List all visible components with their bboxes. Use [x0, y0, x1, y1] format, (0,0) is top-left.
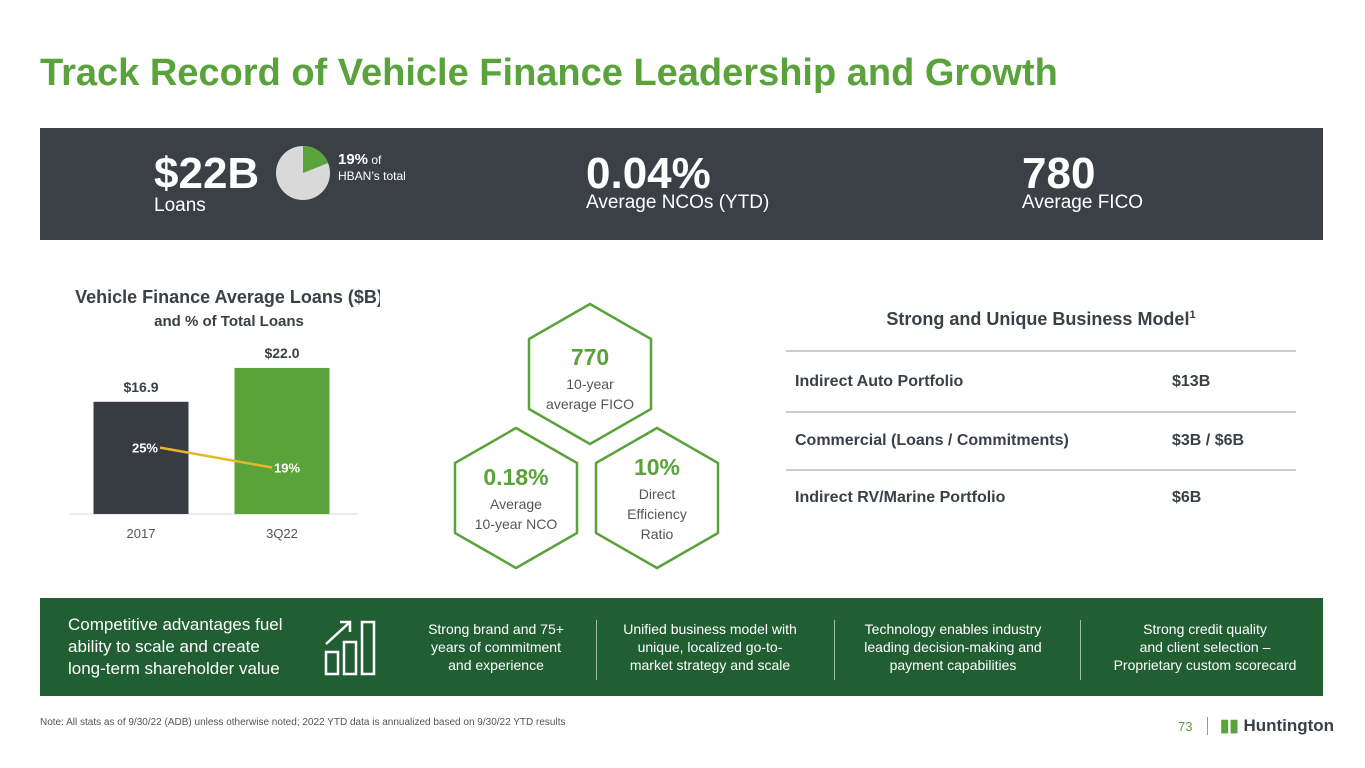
rule — [786, 469, 1296, 471]
line: Ratio — [640, 526, 674, 542]
line: unique, localized go-to- — [637, 639, 783, 655]
line: long-term shareholder value — [68, 659, 280, 678]
stat-value: 780 — [1022, 149, 1096, 198]
line: average FICO — [546, 396, 634, 412]
separator — [1207, 717, 1208, 735]
value-label: $16.9 — [123, 379, 158, 395]
stat-value: $22B — [154, 149, 260, 198]
hexagon-label: 10-year average FICO — [520, 374, 660, 414]
bar — [93, 401, 189, 514]
slide-title: Track Record of Vehicle Finance Leadersh… — [40, 52, 1058, 94]
advantage: Strong brand and 75+ years of commitment a… — [405, 620, 587, 674]
hexagon-label: Average 10-year NCO — [446, 494, 586, 534]
hexagon-label: Direct Efficiency Ratio — [587, 484, 727, 544]
line: years of commitment — [431, 639, 561, 655]
pie — [276, 146, 330, 200]
line: Average — [490, 496, 542, 512]
pie-label: 19% — [338, 151, 369, 168]
x-tick-label: 2017 — [127, 526, 156, 541]
hexagon — [594, 426, 720, 570]
line: market strategy and scale — [629, 657, 791, 673]
divider — [834, 620, 835, 680]
growth-icon — [324, 620, 376, 676]
line: Strong credit quality — [1143, 621, 1267, 637]
stat-label: Average FICO — [1022, 192, 1144, 213]
hexagon-value: 770 — [570, 344, 610, 370]
line-label: 25% — [132, 441, 158, 456]
table-cell: $3B / $6B — [1172, 432, 1245, 449]
table-title: Strong and Unique Business Model1 — [786, 309, 1296, 330]
table-cell: Commercial (Loans / Commitments) — [795, 432, 1069, 449]
pie-caption: 19% of HBAN’s total — [338, 152, 406, 184]
line: 10-year — [566, 376, 614, 392]
advantages-bar: Competitive advantages fuel ability to sc… — [40, 598, 1323, 696]
advantage: Technology enables industry leading decis… — [842, 620, 1064, 674]
hexagon-value: 0.18% — [483, 464, 549, 490]
hexagon — [527, 302, 653, 446]
line: payment capabilities — [889, 657, 1017, 673]
divider — [596, 620, 597, 680]
pie-caption-text: HBAN’s total — [338, 169, 406, 183]
footnote: Note: All stats as of 9/30/22 (ADB) unle… — [40, 717, 566, 728]
page-number: 73 — [1178, 719, 1193, 734]
table-title-text: Strong and Unique Business Model — [886, 309, 1190, 329]
pie-slice — [303, 146, 329, 173]
x-tick-label: 3Q22 — [266, 526, 298, 541]
logo: ▮▮ Huntington — [1220, 716, 1335, 735]
chart-subtitle: and % of Total Loans — [154, 313, 304, 330]
line: Unified business model with — [623, 621, 797, 637]
advantages-lead: Competitive advantages fuel ability to sc… — [68, 614, 283, 680]
table-cell: $6B — [1172, 489, 1202, 506]
line: Strong brand and 75+ — [428, 621, 564, 637]
rule — [786, 411, 1296, 413]
chart-title: Vehicle Finance Average Loans ($B) — [75, 287, 380, 307]
line: and client selection – — [1139, 639, 1271, 655]
line: Efficiency — [627, 506, 687, 522]
line: Direct — [638, 486, 676, 502]
banner: $22B Loans 19% of HBAN’s total 0.04% Ave… — [40, 128, 1323, 240]
table-cell: $13B — [1172, 373, 1211, 390]
stat-value: 0.04% — [586, 149, 711, 198]
line: Proprietary custom scorecard — [1113, 657, 1297, 673]
line-label: 19% — [274, 461, 300, 476]
footnote-mark: 1 — [1189, 309, 1196, 321]
line: ability to scale and create — [68, 637, 260, 656]
pie-suffix: of — [371, 153, 382, 167]
line — [159, 446, 273, 469]
bar-chart: Vehicle Finance Average Loans ($B) and %… — [70, 287, 380, 541]
advantage: Unified business model with unique, local… — [602, 620, 818, 674]
bar — [234, 367, 330, 514]
line: Competitive advantages fuel — [68, 615, 283, 634]
line: 10-year NCO — [474, 516, 558, 532]
stat-label: Average NCOs (YTD) — [586, 192, 770, 213]
table-cell: Indirect RV/Marine Portfolio — [795, 489, 1006, 506]
table-cell: Indirect Auto Portfolio — [795, 373, 964, 390]
line: Technology enables industry — [864, 621, 1042, 637]
hexagons — [453, 302, 720, 570]
advantage: Strong credit quality and client selectio… — [1090, 620, 1320, 674]
stat-label: Loans — [154, 195, 206, 216]
logo-text: Huntington — [1243, 716, 1335, 735]
rule — [786, 350, 1296, 352]
line: leading decision-making and — [864, 639, 1042, 655]
hexagon-value: 10% — [633, 454, 681, 480]
hexagon — [453, 426, 579, 570]
value-label: $22.0 — [264, 345, 299, 361]
line: and experience — [448, 657, 544, 673]
divider — [1080, 620, 1081, 680]
